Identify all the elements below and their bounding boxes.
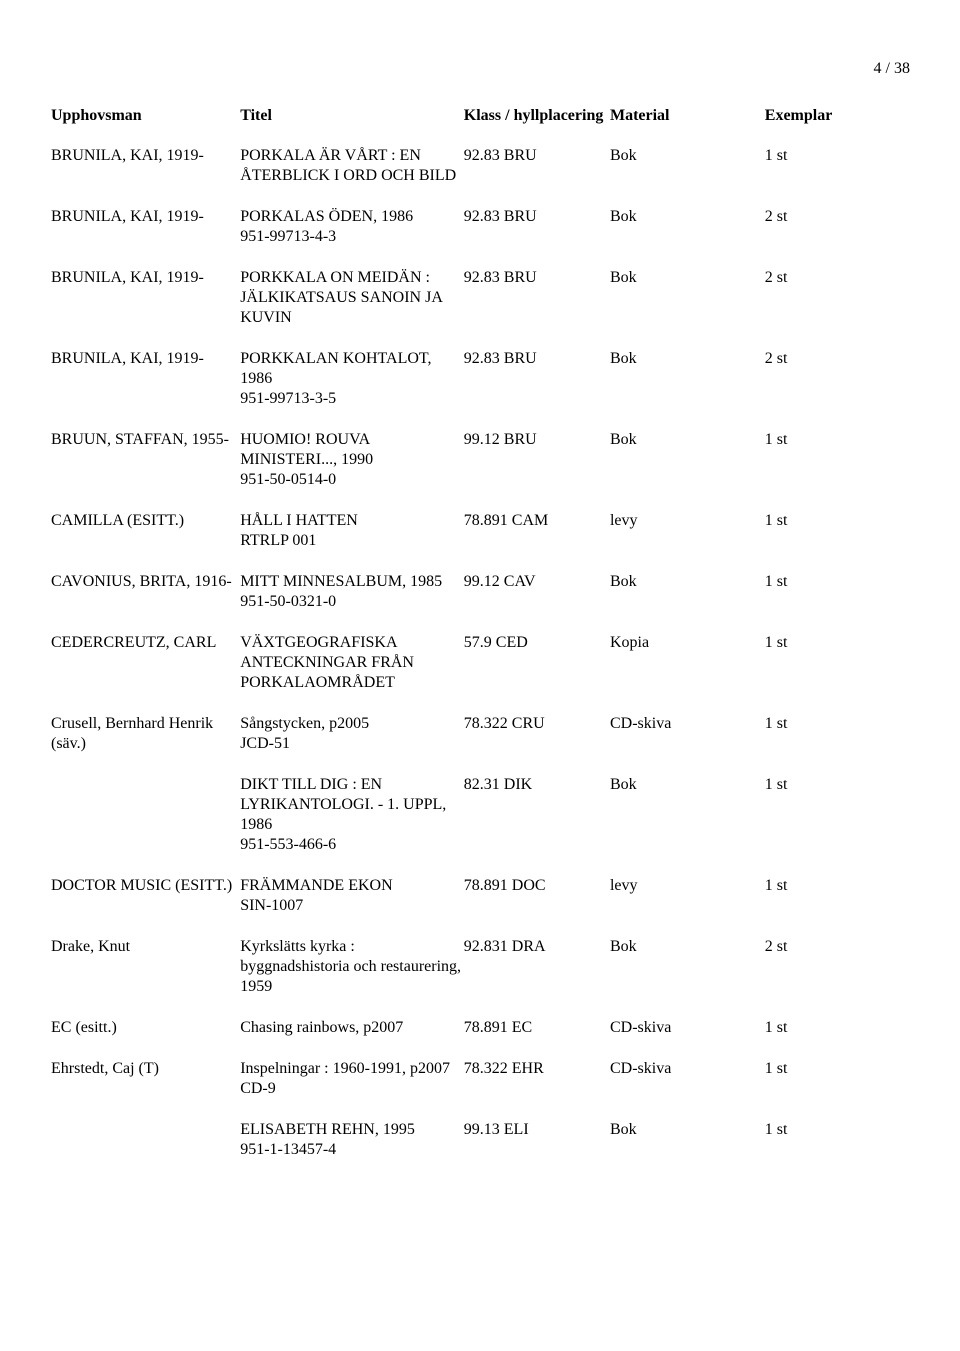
cell-title: Sångstycken, p2005 JCD-51: [239, 713, 463, 774]
cell-author: BRUNILA, KAI, 1919-: [50, 267, 239, 348]
cell-klass: 92.83 BRU: [463, 206, 609, 267]
table-row: CAMILLA (ESITT.)HÅLL I HATTEN RTRLP 0017…: [50, 510, 910, 571]
table-row: DOCTOR MUSIC (ESITT.)FRÄMMANDE EKON SIN-…: [50, 875, 910, 936]
cell-author: BRUNILA, KAI, 1919-: [50, 206, 239, 267]
cell-author: CAMILLA (ESITT.): [50, 510, 239, 571]
cell-exemplar: 1 st: [764, 875, 910, 936]
page-number: 4 / 38: [50, 60, 910, 78]
cell-title: PORKALAS ÖDEN, 1986 951-99713-4-3: [239, 206, 463, 267]
cell-author: BRUNILA, KAI, 1919-: [50, 348, 239, 429]
cell-material: Bok: [609, 429, 764, 510]
cell-material: Bok: [609, 145, 764, 206]
cell-klass: 82.31 DIK: [463, 774, 609, 875]
table-row: BRUNILA, KAI, 1919-PORKKALA ON MEIDÄN : …: [50, 267, 910, 348]
cell-title: DIKT TILL DIG : EN LYRIKANTOLOGI. - 1. U…: [239, 774, 463, 875]
table-row: EC (esitt.)Chasing rainbows, p200778.891…: [50, 1017, 910, 1058]
cell-author: BRUUN, STAFFAN, 1955-: [50, 429, 239, 510]
table-row: BRUNILA, KAI, 1919-PORKALA ÄR VÅRT : EN …: [50, 145, 910, 206]
cell-exemplar: 2 st: [764, 936, 910, 1017]
cell-title: ELISABETH REHN, 1995 951-1-13457-4: [239, 1119, 463, 1180]
cell-title: HUOMIO! ROUVA MINISTERI..., 1990 951-50-…: [239, 429, 463, 510]
cell-material: Bok: [609, 1119, 764, 1180]
cell-klass: 92.83 BRU: [463, 145, 609, 206]
table-row: Crusell, Bernhard Henrik (säv.)Sångstyck…: [50, 713, 910, 774]
header-klass: Klass / hyllplacering: [463, 106, 609, 145]
cell-klass: 57.9 CED: [463, 632, 609, 713]
table-row: BRUNILA, KAI, 1919-PORKKALAN KOHTALOT, 1…: [50, 348, 910, 429]
cell-title: VÄXTGEOGRAFISKA ANTECKNINGAR FRÅN PORKAL…: [239, 632, 463, 713]
cell-title: MITT MINNESALBUM, 1985 951-50-0321-0: [239, 571, 463, 632]
cell-material: CD-skiva: [609, 1058, 764, 1119]
catalog-table: Upphovsman Titel Klass / hyllplacering M…: [50, 106, 910, 1180]
cell-material: levy: [609, 875, 764, 936]
cell-author: Crusell, Bernhard Henrik (säv.): [50, 713, 239, 774]
cell-exemplar: 2 st: [764, 267, 910, 348]
cell-material: Bok: [609, 774, 764, 875]
table-row: Ehrstedt, Caj (T)Inspelningar : 1960-199…: [50, 1058, 910, 1119]
cell-title: Kyrkslätts kyrka : byggnadshistoria och …: [239, 936, 463, 1017]
cell-exemplar: 1 st: [764, 774, 910, 875]
cell-material: Kopia: [609, 632, 764, 713]
cell-klass: 99.12 BRU: [463, 429, 609, 510]
cell-exemplar: 1 st: [764, 713, 910, 774]
cell-author: EC (esitt.): [50, 1017, 239, 1058]
cell-author: CEDERCREUTZ, CARL: [50, 632, 239, 713]
cell-material: CD-skiva: [609, 713, 764, 774]
cell-exemplar: 1 st: [764, 429, 910, 510]
cell-title: PORKKALA ON MEIDÄN : JÄLKIKATSAUS SANOIN…: [239, 267, 463, 348]
cell-author: DOCTOR MUSIC (ESITT.): [50, 875, 239, 936]
cell-author: [50, 1119, 239, 1180]
table-row: Drake, KnutKyrkslätts kyrka : byggnadshi…: [50, 936, 910, 1017]
cell-klass: 99.12 CAV: [463, 571, 609, 632]
cell-material: CD-skiva: [609, 1017, 764, 1058]
cell-exemplar: 1 st: [764, 145, 910, 206]
header-material: Material: [609, 106, 764, 145]
table-row: ELISABETH REHN, 1995 951-1-13457-499.13 …: [50, 1119, 910, 1180]
cell-author: BRUNILA, KAI, 1919-: [50, 145, 239, 206]
table-row: DIKT TILL DIG : EN LYRIKANTOLOGI. - 1. U…: [50, 774, 910, 875]
cell-title: HÅLL I HATTEN RTRLP 001: [239, 510, 463, 571]
cell-author: CAVONIUS, BRITA, 1916-: [50, 571, 239, 632]
cell-klass: 78.322 EHR: [463, 1058, 609, 1119]
table-row: CAVONIUS, BRITA, 1916-MITT MINNESALBUM, …: [50, 571, 910, 632]
cell-title: Chasing rainbows, p2007: [239, 1017, 463, 1058]
cell-title: PORKALA ÄR VÅRT : EN ÅTERBLICK I ORD OCH…: [239, 145, 463, 206]
table-row: BRUUN, STAFFAN, 1955-HUOMIO! ROUVA MINIS…: [50, 429, 910, 510]
cell-klass: 78.891 CAM: [463, 510, 609, 571]
cell-material: Bok: [609, 348, 764, 429]
header-title: Titel: [239, 106, 463, 145]
table-row: BRUNILA, KAI, 1919-PORKALAS ÖDEN, 1986 9…: [50, 206, 910, 267]
cell-author: [50, 774, 239, 875]
cell-klass: 78.322 CRU: [463, 713, 609, 774]
table-header-row: Upphovsman Titel Klass / hyllplacering M…: [50, 106, 910, 145]
cell-material: Bok: [609, 267, 764, 348]
cell-klass: 92.83 BRU: [463, 348, 609, 429]
table-row: CEDERCREUTZ, CARLVÄXTGEOGRAFISKA ANTECKN…: [50, 632, 910, 713]
cell-author: Ehrstedt, Caj (T): [50, 1058, 239, 1119]
cell-author: Drake, Knut: [50, 936, 239, 1017]
header-author: Upphovsman: [50, 106, 239, 145]
cell-exemplar: 2 st: [764, 206, 910, 267]
cell-exemplar: 1 st: [764, 1058, 910, 1119]
cell-klass: 92.83 BRU: [463, 267, 609, 348]
cell-exemplar: 1 st: [764, 1119, 910, 1180]
cell-exemplar: 2 st: [764, 348, 910, 429]
cell-exemplar: 1 st: [764, 1017, 910, 1058]
cell-klass: 78.891 DOC: [463, 875, 609, 936]
cell-klass: 99.13 ELI: [463, 1119, 609, 1180]
cell-material: Bok: [609, 936, 764, 1017]
cell-title: Inspelningar : 1960-1991, p2007 CD-9: [239, 1058, 463, 1119]
header-exemplar: Exemplar: [764, 106, 910, 145]
cell-klass: 78.891 EC: [463, 1017, 609, 1058]
cell-title: PORKKALAN KOHTALOT, 1986 951-99713-3-5: [239, 348, 463, 429]
cell-material: Bok: [609, 571, 764, 632]
cell-title: FRÄMMANDE EKON SIN-1007: [239, 875, 463, 936]
cell-klass: 92.831 DRA: [463, 936, 609, 1017]
cell-material: Bok: [609, 206, 764, 267]
cell-exemplar: 1 st: [764, 510, 910, 571]
cell-exemplar: 1 st: [764, 632, 910, 713]
cell-material: levy: [609, 510, 764, 571]
cell-exemplar: 1 st: [764, 571, 910, 632]
